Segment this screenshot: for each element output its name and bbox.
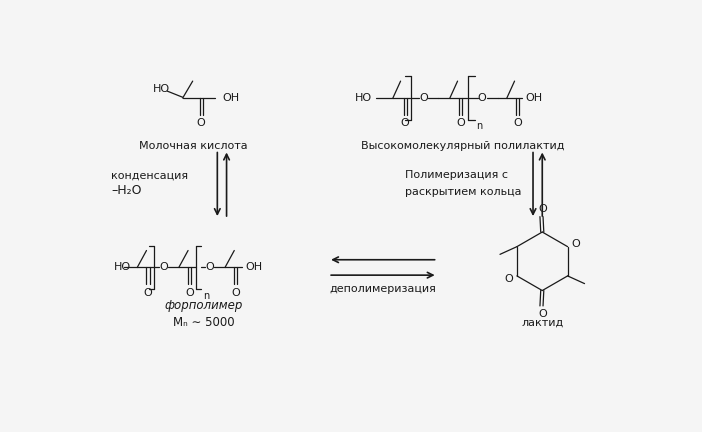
Text: OH: OH [223, 93, 240, 103]
Text: n: n [476, 121, 482, 131]
Text: O: O [185, 288, 194, 298]
Text: HO: HO [152, 84, 170, 94]
Text: O: O [197, 118, 206, 128]
Text: O: O [504, 274, 513, 284]
Text: n: n [203, 291, 209, 301]
Text: O: O [538, 308, 547, 319]
Text: раскрытием кольца: раскрытием кольца [405, 187, 522, 197]
Text: форполимер: форполимер [164, 299, 243, 312]
Text: HO: HO [355, 93, 372, 103]
Text: O: O [205, 263, 214, 273]
Text: O: O [538, 204, 547, 214]
Text: O: O [144, 288, 152, 298]
Text: O: O [513, 118, 522, 128]
Text: O: O [159, 263, 168, 273]
Text: O: O [232, 288, 240, 298]
Text: Высокомолекулярный полилактид: Высокомолекулярный полилактид [362, 141, 564, 151]
Text: O: O [478, 93, 486, 103]
Text: O: O [571, 238, 581, 248]
Text: OH: OH [525, 93, 543, 103]
Text: Полимеризация с: Полимеризация с [405, 170, 508, 180]
Text: лактид: лактид [521, 318, 564, 328]
Text: O: O [456, 118, 465, 128]
Text: Молочная кислота: Молочная кислота [139, 141, 248, 151]
Text: конденсация: конденсация [111, 170, 188, 180]
Text: HO: HO [114, 263, 131, 273]
Text: –H₂O: –H₂O [111, 184, 142, 197]
Text: OH: OH [245, 263, 262, 273]
Text: Mₙ ∼ 5000: Mₙ ∼ 5000 [173, 316, 234, 329]
Text: O: O [419, 93, 428, 103]
Text: O: O [401, 118, 409, 128]
Text: деполимеризация: деполимеризация [329, 284, 437, 294]
